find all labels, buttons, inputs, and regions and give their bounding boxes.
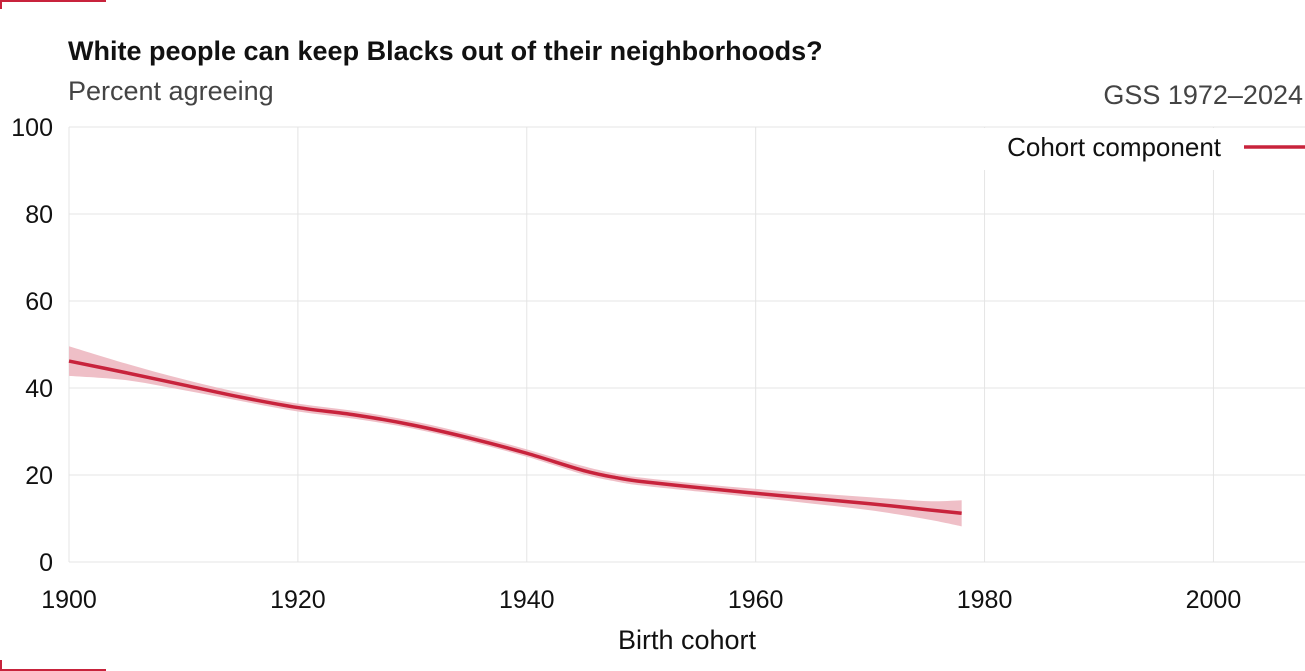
x-tick-labels: 1900 1920 1940 1960 1980 2000	[41, 586, 1241, 614]
y-tick-label: 100	[11, 114, 53, 142]
source-label: GSS 1972–2024	[1103, 80, 1303, 110]
confidence-band-layer	[69, 346, 962, 527]
y-tick-labels: 0 20 40 60 80 100	[11, 114, 53, 577]
confidence-band	[69, 346, 962, 527]
y-tick-label: 20	[25, 462, 53, 490]
chart-title: White people can keep Blacks out of thei…	[68, 36, 823, 66]
series-line-layer	[68, 359, 962, 516]
y-tick-label: 40	[25, 375, 53, 403]
grid	[68, 126, 1305, 563]
x-tick-label: 2000	[1186, 586, 1242, 614]
legend: Cohort component	[966, 128, 1305, 170]
x-axis-title: Birth cohort	[618, 625, 757, 655]
chart-subtitle: Percent agreeing	[68, 76, 274, 106]
y-tick-label: 0	[39, 549, 53, 577]
x-tick-label: 1980	[957, 586, 1013, 614]
x-tick-label: 1940	[499, 586, 555, 614]
series-line-cohort-component	[68, 359, 962, 516]
corner-mark-top	[0, 0, 106, 9]
y-tick-label: 80	[25, 201, 53, 229]
corner-mark-bottom	[0, 660, 106, 671]
legend-label: Cohort component	[1007, 132, 1222, 162]
x-tick-label: 1920	[270, 586, 326, 614]
x-tick-label: 1900	[41, 586, 97, 614]
y-tick-label: 60	[25, 288, 53, 316]
legend-background	[966, 128, 1305, 170]
x-tick-label: 1960	[728, 586, 784, 614]
